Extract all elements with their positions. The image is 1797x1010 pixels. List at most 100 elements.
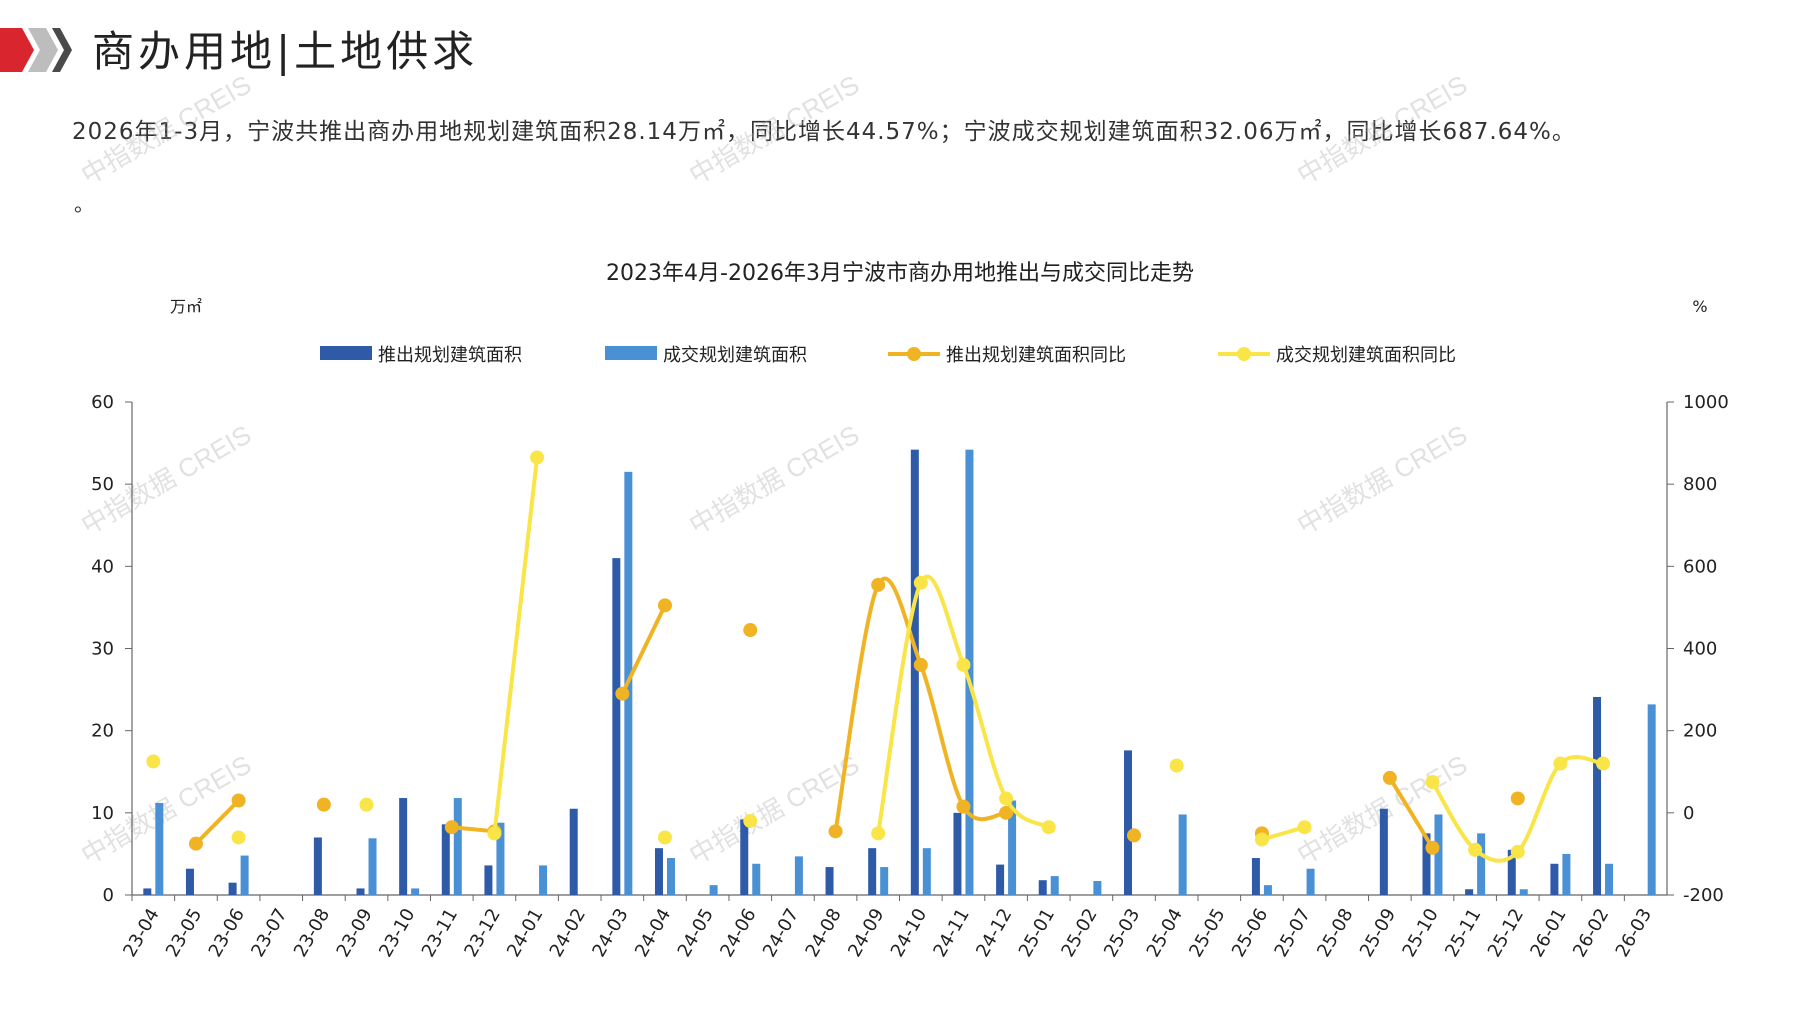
x-tick-label: 23-08 xyxy=(290,905,334,961)
legend-marker xyxy=(1237,347,1251,361)
bar-deal xyxy=(240,855,249,895)
bar-supply xyxy=(399,798,408,895)
x-tick-label: 24-01 xyxy=(503,905,547,961)
bar-deal xyxy=(453,798,462,895)
x-tick-label: 25-11 xyxy=(1441,905,1485,961)
point-deal-yoy xyxy=(1510,844,1525,859)
bar-supply xyxy=(953,812,962,895)
bar-supply xyxy=(1593,696,1602,895)
y-right-tick-label: -200 xyxy=(1683,885,1724,906)
bar-deal xyxy=(1477,833,1486,895)
bar-supply xyxy=(740,819,749,895)
y-left-tick-label: 30 xyxy=(91,639,114,660)
y-right-tick-label: 1000 xyxy=(1683,392,1729,413)
point-deal-yoy xyxy=(487,826,502,841)
bar-supply xyxy=(185,868,194,895)
x-tick-label: 24-10 xyxy=(887,905,931,961)
bar-deal xyxy=(155,802,164,895)
x-tick-label: 25-01 xyxy=(1015,905,1059,961)
summary-trailing: 。 xyxy=(74,192,94,216)
x-tick-label: 25-12 xyxy=(1484,905,1528,961)
legend-marker xyxy=(907,347,921,361)
point-supply-yoy xyxy=(1510,791,1525,806)
bar-deal xyxy=(1093,881,1102,895)
x-tick-label: 24-04 xyxy=(631,905,675,961)
x-tick-label: 23-04 xyxy=(119,905,163,961)
x-tick-label: 25-06 xyxy=(1228,905,1272,961)
y-right-tick-label: 0 xyxy=(1683,803,1694,824)
x-tick-label: 23-11 xyxy=(418,905,462,961)
y-left-unit: 万㎡ xyxy=(170,297,202,316)
bar-supply xyxy=(825,867,834,895)
x-tick-label: 23-12 xyxy=(460,905,504,961)
x-tick-label: 25-10 xyxy=(1398,905,1442,961)
point-supply-yoy xyxy=(615,686,630,701)
point-deal-yoy xyxy=(1553,756,1568,771)
x-tick-label: 26-03 xyxy=(1612,905,1656,961)
x-tick-label: 24-06 xyxy=(716,905,760,961)
y-left-tick-label: 0 xyxy=(103,885,114,906)
legend-swatch xyxy=(605,346,657,360)
y-left-tick-label: 20 xyxy=(91,721,114,742)
point-deal-yoy xyxy=(999,791,1014,806)
point-supply-yoy xyxy=(188,836,203,851)
legend-swatch xyxy=(320,346,372,360)
x-tick-label: 24-02 xyxy=(546,905,590,961)
y-right-unit: % xyxy=(1692,297,1707,316)
point-supply-yoy xyxy=(316,797,331,812)
bar-deal xyxy=(1519,889,1528,895)
bar-deal xyxy=(1306,868,1315,895)
line-supply-yoy xyxy=(1388,776,1435,849)
x-tick-label: 25-02 xyxy=(1057,905,1101,961)
x-tick-label: 24-11 xyxy=(929,905,973,961)
x-tick-label: 25-05 xyxy=(1185,905,1229,961)
point-deal-yoy xyxy=(1596,756,1611,771)
bar-supply xyxy=(1550,863,1559,895)
bar-deal xyxy=(411,888,420,895)
bar-deal xyxy=(666,858,675,895)
point-supply-yoy xyxy=(871,577,886,592)
point-deal-yoy xyxy=(913,575,928,590)
bar-supply xyxy=(356,888,365,895)
point-supply-yoy xyxy=(1382,770,1397,785)
x-tick-label: 24-08 xyxy=(802,905,846,961)
bar-deal xyxy=(922,848,931,895)
x-tick-label: 24-12 xyxy=(972,905,1016,961)
page-title: 商办用地|土地供求 xyxy=(92,27,479,76)
bar-deal xyxy=(539,865,548,895)
x-tick-label: 26-01 xyxy=(1526,905,1570,961)
y-right-tick-label: 400 xyxy=(1683,639,1717,660)
point-supply-yoy xyxy=(828,824,843,839)
x-tick-label: 25-03 xyxy=(1100,905,1144,961)
point-deal-yoy xyxy=(1425,775,1440,790)
bar-supply xyxy=(569,808,578,895)
bar-deal xyxy=(1562,853,1571,895)
x-tick-label: 26-02 xyxy=(1569,905,1613,961)
bar-supply xyxy=(1251,858,1260,895)
bar-supply xyxy=(1465,889,1474,895)
x-tick-label: 25-04 xyxy=(1143,905,1187,961)
y-right-tick-label: 800 xyxy=(1683,474,1717,495)
bar-supply xyxy=(1124,750,1133,895)
point-deal-yoy xyxy=(1254,832,1269,847)
bar-supply xyxy=(228,882,237,895)
bar-supply xyxy=(1379,808,1388,895)
legend-label: 成交规划建筑面积同比 xyxy=(1276,345,1456,366)
y-right-tick-label: 200 xyxy=(1683,721,1717,742)
x-tick-label: 25-08 xyxy=(1313,905,1357,961)
point-supply-yoy xyxy=(1425,840,1440,855)
point-deal-yoy xyxy=(1169,758,1184,773)
x-tick-label: 23-06 xyxy=(205,905,249,961)
bar-deal xyxy=(1434,814,1443,895)
y-right-tick-label: 600 xyxy=(1683,556,1717,577)
point-deal-yoy xyxy=(530,450,545,465)
bar-deal xyxy=(1605,863,1614,895)
point-supply-yoy xyxy=(956,799,971,814)
point-deal-yoy xyxy=(1468,842,1483,857)
point-deal-yoy xyxy=(657,830,672,845)
bar-deal xyxy=(752,863,761,895)
y-left-tick-label: 50 xyxy=(91,474,114,495)
x-tick-label: 24-09 xyxy=(844,905,888,961)
point-deal-yoy xyxy=(231,830,246,845)
